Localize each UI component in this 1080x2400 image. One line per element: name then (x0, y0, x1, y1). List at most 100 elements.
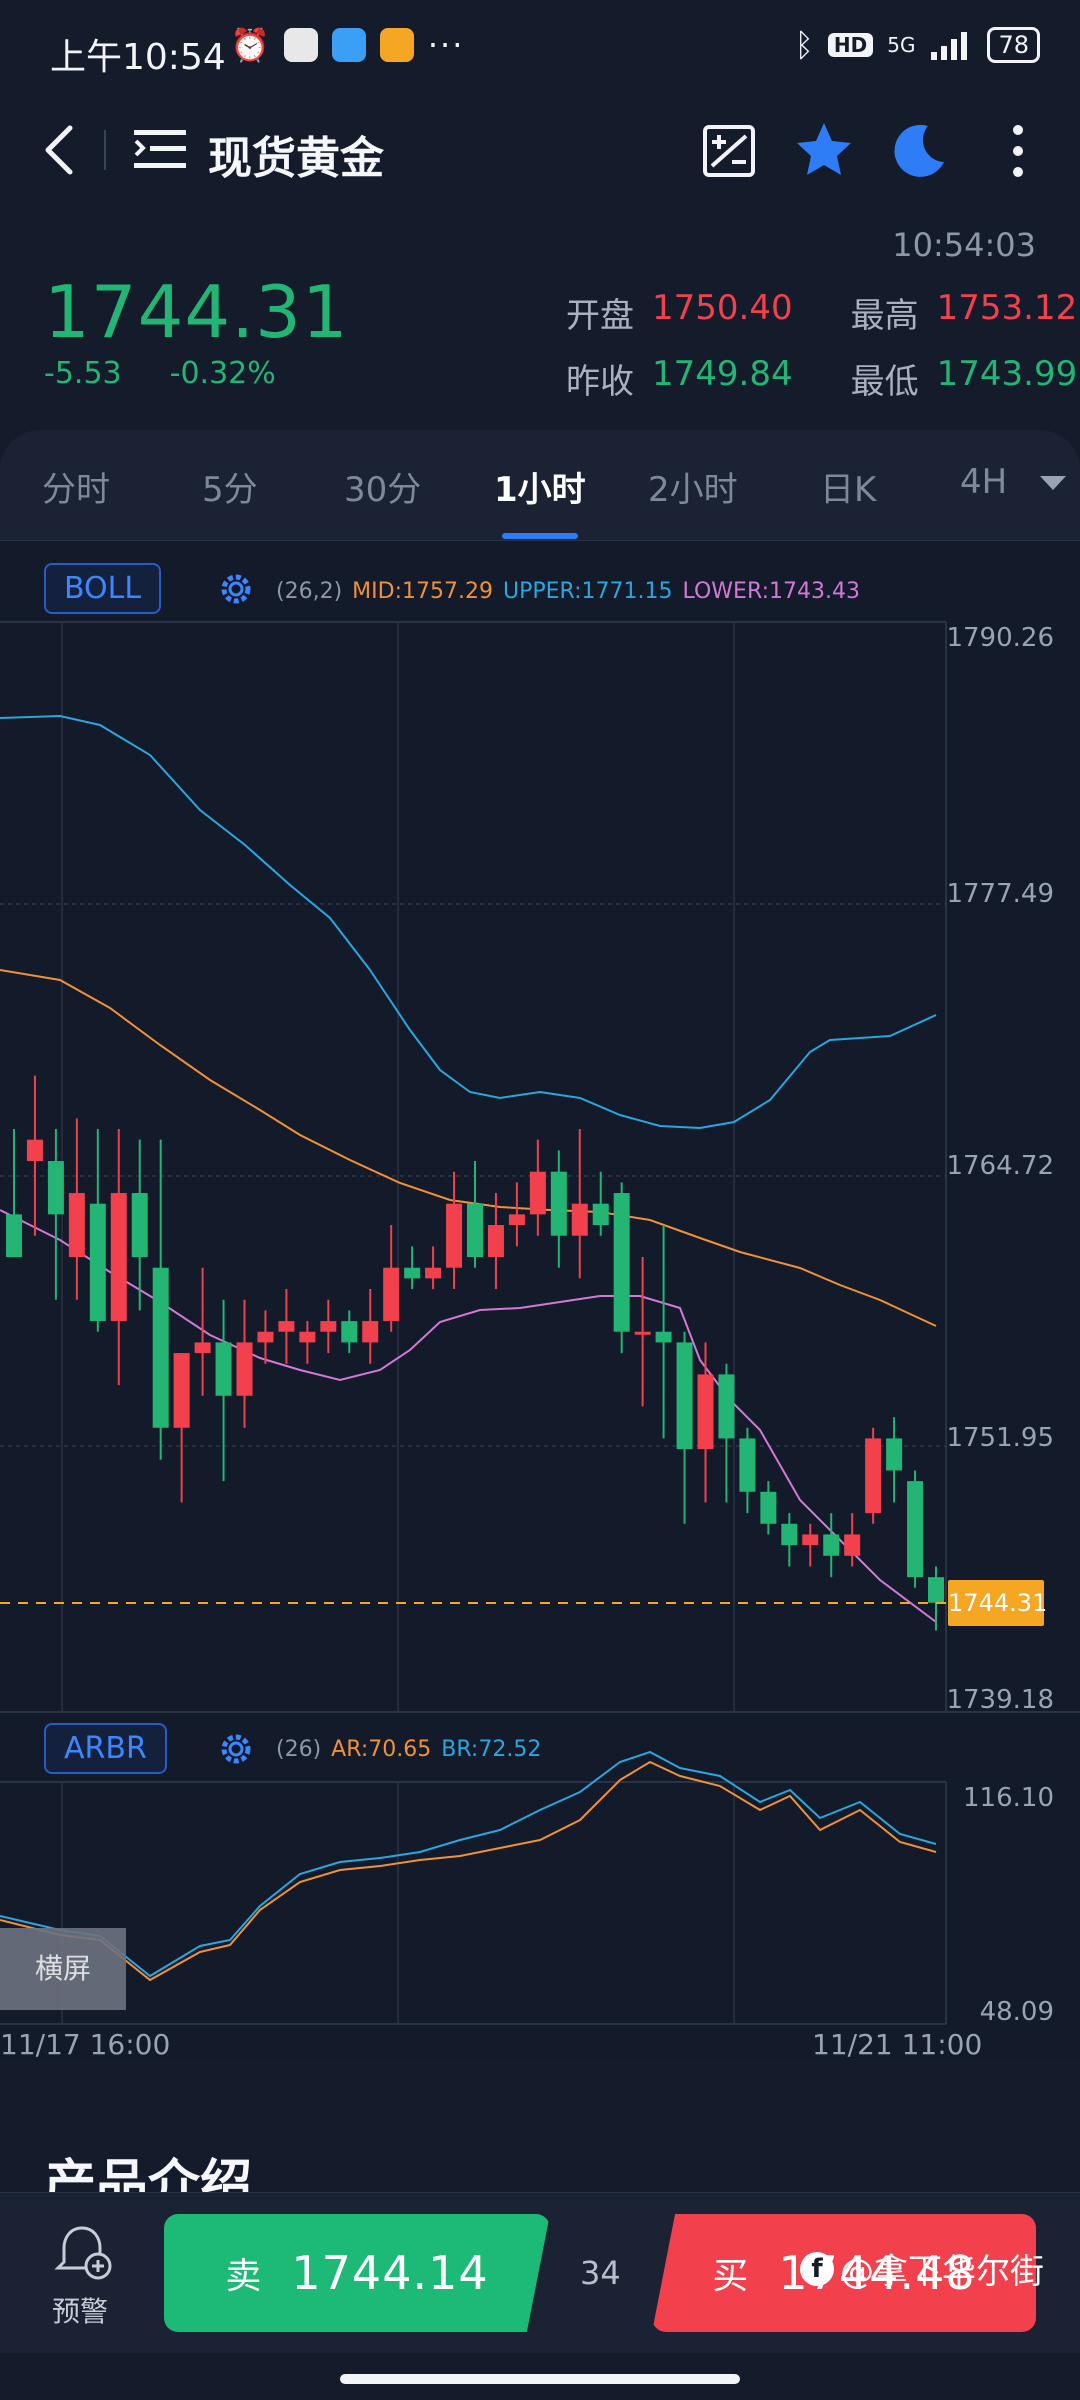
price-axis-label: 1790.26 (946, 623, 1054, 653)
candle-body (47, 1161, 64, 1215)
watermark-text: @拿下华尔街 (840, 2252, 1044, 2292)
arbr-axis-label: 116.10 (963, 1783, 1054, 1813)
ar-line (0, 1760, 937, 1982)
candle-body (844, 1534, 861, 1556)
app-icon (379, 28, 414, 62)
spread-value: 34 (580, 2254, 621, 2292)
hd-badge: HD (827, 33, 874, 57)
candle-body (634, 1331, 651, 1335)
alarm-icon: ⏰ (230, 26, 270, 64)
candle-body (508, 1214, 525, 1226)
tab-30min[interactable]: 30分 (344, 470, 422, 510)
boll-period: (26,2) (276, 579, 343, 604)
boll-lower: LOWER:1743.43 (682, 579, 860, 604)
tab-daily[interactable]: 日K (820, 470, 877, 510)
status-right: ᛒ HD 5G 78 (795, 26, 1040, 64)
candle-body (487, 1225, 504, 1258)
boll-indicator-button[interactable]: BOLL (44, 563, 162, 614)
tab-1hour[interactable]: 1小时 (494, 470, 586, 510)
battery-indicator: 78 (987, 27, 1040, 63)
buy-button[interactable]: 买 1744.48 (652, 2214, 1036, 2332)
candle-body (907, 1481, 924, 1578)
date-start: 11/17 16:00 (0, 2028, 171, 2061)
candle-body (550, 1171, 567, 1236)
quote-time: 10:54:03 (892, 226, 1036, 264)
tab-dropdown-icon[interactable] (1040, 476, 1066, 492)
current-price-tag: 1744.31 (948, 1580, 1047, 1626)
candle-body (718, 1374, 735, 1439)
high-value: 1753.12 (936, 288, 1078, 328)
candle-body (781, 1523, 798, 1546)
candle-body (6, 1214, 22, 1258)
candle-body (823, 1534, 840, 1556)
price-axis-label: 1751.95 (946, 1423, 1054, 1453)
chart-tool-icon[interactable] (702, 124, 756, 178)
alert-label[interactable]: 预警 (52, 2295, 109, 2328)
candle-body (446, 1203, 463, 1268)
candle-body (425, 1267, 442, 1279)
candle-body (802, 1534, 819, 1546)
candle-body (257, 1331, 274, 1343)
network-label: 5G (887, 33, 916, 57)
candle-body (676, 1342, 693, 1450)
candle-body (173, 1353, 190, 1428)
boll-mid: MID:1757.29 (352, 579, 493, 604)
candle-body (467, 1203, 483, 1258)
landscape-button[interactable]: 横屏 (0, 1928, 126, 2010)
tab-timeshare[interactable]: 分时 (42, 470, 110, 510)
home-indicator[interactable] (340, 2374, 740, 2384)
candle-body (26, 1139, 43, 1162)
tab-5min[interactable]: 5分 (202, 470, 258, 510)
status-bar: 上午10:54 ⏰ ··· ᛒ HD 5G 78 (0, 0, 1080, 100)
star-icon[interactable] (794, 120, 854, 180)
period-tab-bar (0, 430, 1080, 540)
br-line (0, 1750, 937, 1978)
boll-upper: UPPER:1771.15 (502, 579, 673, 604)
tab-2hour[interactable]: 2小时 (648, 470, 738, 510)
tab-4h[interactable]: 4H (960, 462, 1008, 502)
candle-body (236, 1342, 253, 1396)
page-title: 现货黄金 (208, 133, 384, 184)
chart-panel: BOLL (26,2) MID:1757.29 UPPER:1771.15 LO… (0, 540, 1080, 2061)
price-axis-label: 1764.72 (946, 1151, 1054, 1181)
app-icon (283, 28, 318, 62)
arbr-ar: AR:70.65 (331, 1737, 432, 1762)
open-label: 开盘 (566, 296, 634, 336)
boll-params: (26,2) MID:1757.29 UPPER:1771.15 LOWER:1… (276, 579, 860, 604)
open-value: 1750.40 (652, 288, 793, 328)
moon-icon[interactable] (888, 122, 948, 180)
candle-body (383, 1267, 400, 1322)
candle-body (613, 1193, 630, 1332)
price-change: -5.53 -0.32% (44, 356, 276, 391)
candle-body (404, 1267, 421, 1279)
boll-upper-line (0, 714, 937, 1130)
candle-body (886, 1438, 903, 1471)
active-tab-indicator (502, 533, 578, 539)
back-icon[interactable] (40, 124, 80, 176)
arbr-indicator-button[interactable]: ARBR (44, 1723, 167, 1774)
candle-body (194, 1342, 211, 1354)
candle-body (299, 1331, 316, 1343)
low-label: 最低 (850, 362, 919, 402)
status-app-icons: ⏰ ··· (230, 26, 464, 64)
quote-row-1: 开盘 1750.40 最高 1753.12 (566, 288, 1077, 337)
price-axis-label: 1777.49 (946, 879, 1054, 909)
price-axis-label: 1739.18 (946, 1685, 1054, 1715)
candle-body (152, 1267, 169, 1428)
sell-button[interactable]: 卖 1744.14 (164, 2214, 550, 2332)
sell-price: 1744.14 (291, 2246, 489, 2300)
signal-icon (931, 32, 968, 60)
status-time: 上午10:54 (50, 37, 226, 78)
alert-bell-icon[interactable] (52, 2220, 116, 2284)
more-vert-icon[interactable] (1008, 124, 1028, 178)
arbr-settings-gear-icon[interactable] (218, 1731, 254, 1767)
prev-close-label: 昨收 (566, 362, 634, 402)
chart-canvas[interactable] (0, 540, 1080, 2060)
menu-icon[interactable] (134, 126, 186, 172)
sell-label: 卖 (225, 2256, 262, 2297)
candle-body (865, 1438, 882, 1514)
arbr-params: (26) AR:70.65 BR:72.52 (276, 1737, 541, 1762)
boll-settings-gear-icon[interactable] (218, 571, 254, 607)
candle-body (529, 1171, 546, 1215)
current-price: 1744.31 (44, 270, 349, 354)
